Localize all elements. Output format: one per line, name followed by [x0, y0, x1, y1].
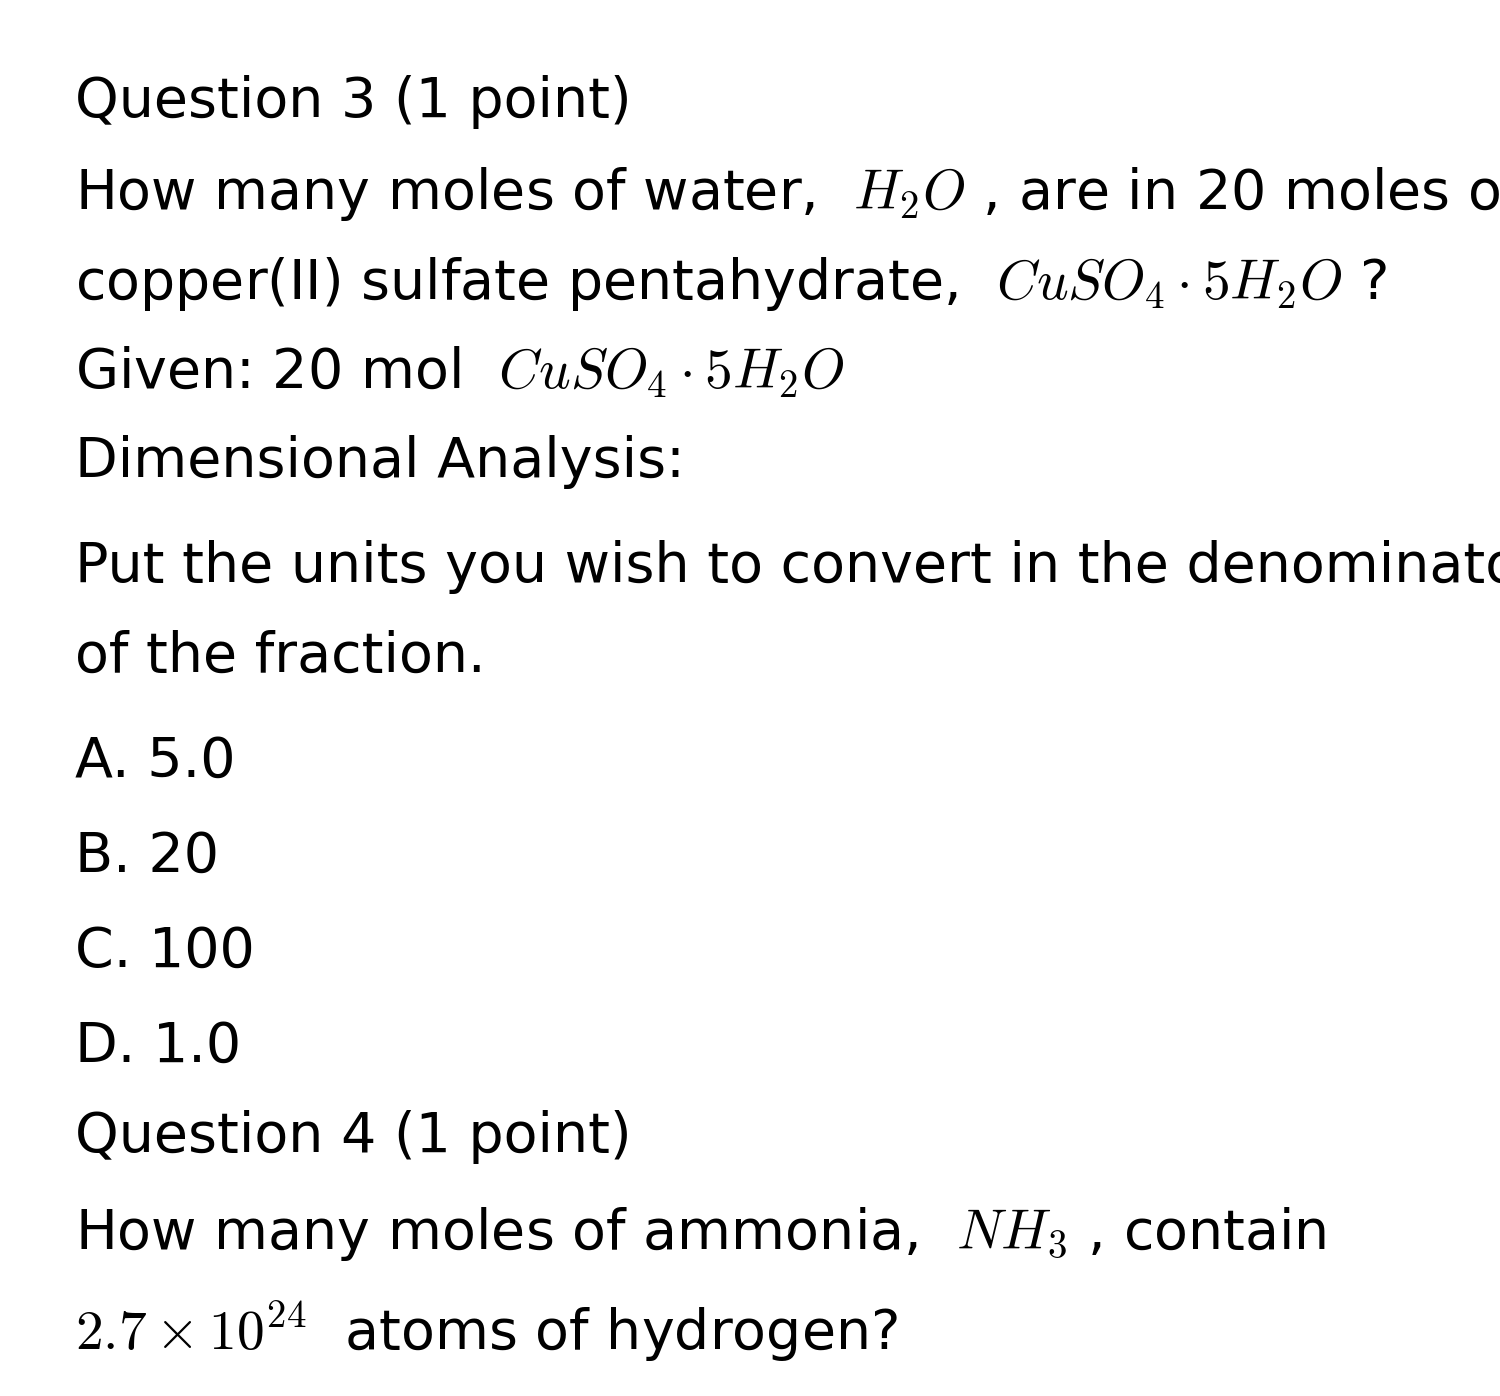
Text: How many moles of water,  $H_{2}O$ , are in 20 moles of: How many moles of water, $H_{2}O$ , are … — [75, 165, 1500, 223]
Text: Dimensional Analysis:: Dimensional Analysis: — [75, 436, 686, 489]
Text: D. 1.0: D. 1.0 — [75, 1020, 242, 1074]
Text: Question 4 (1 point): Question 4 (1 point) — [75, 1110, 632, 1164]
Text: A. 5.0: A. 5.0 — [75, 736, 236, 789]
Text: Given: 20 mol  $CuSO_{4}\cdot 5H_{2}O$: Given: 20 mol $CuSO_{4}\cdot 5H_{2}O$ — [75, 345, 844, 401]
Text: Put the units you wish to convert in the denominator: Put the units you wish to convert in the… — [75, 540, 1500, 595]
Text: C. 100: C. 100 — [75, 926, 255, 979]
Text: of the fraction.: of the fraction. — [75, 630, 486, 684]
Text: $2.7\times 10^{24}$  atoms of hydrogen?: $2.7\times 10^{24}$ atoms of hydrogen? — [75, 1300, 898, 1365]
Text: copper(II) sulfate pentahydrate,  $CuSO_{4}\cdot 5H_{2}O$ ?: copper(II) sulfate pentahydrate, $CuSO_{… — [75, 255, 1386, 313]
Text: B. 20: B. 20 — [75, 831, 219, 884]
Text: How many moles of ammonia,  $NH_{3}$ , contain: How many moles of ammonia, $NH_{3}$ , co… — [75, 1205, 1326, 1263]
Text: Question 3 (1 point): Question 3 (1 point) — [75, 75, 632, 128]
